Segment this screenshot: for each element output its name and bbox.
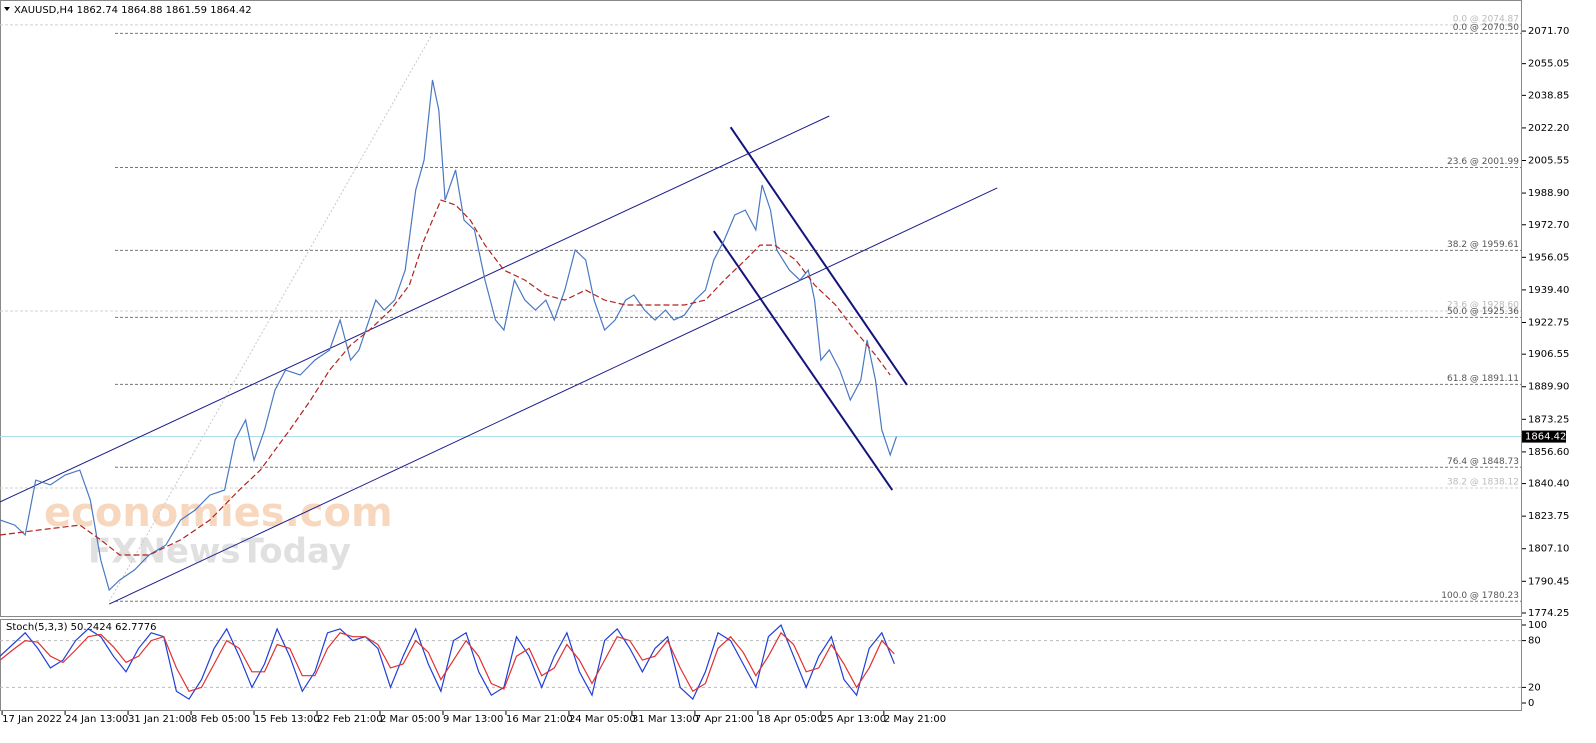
x-tick-label: 2 Mar 05:00 — [380, 714, 440, 725]
current-price-box — [1522, 430, 1566, 443]
watermark: FXNewsToday — [88, 532, 351, 572]
trend-line — [108, 33, 433, 602]
y-tick-label: 1939.40 — [1528, 285, 1569, 296]
chart-title: XAUUSD,H4 1862.74 1864.88 1861.59 1864.4… — [14, 5, 252, 16]
y-tick-label: 1956.05 — [1528, 252, 1569, 263]
x-tick-label: 16 Mar 21:00 — [506, 714, 573, 725]
fib-label: 61.8 @ 1891.11 — [1447, 374, 1519, 384]
y-tick-label: 1988.90 — [1528, 188, 1569, 199]
fib-label: 38.2 @ 1959.61 — [1447, 240, 1519, 250]
price-line — [0, 79, 898, 592]
fib-label: 76.4 @ 1848.73 — [1447, 457, 1519, 467]
stoch-line — [0, 623, 895, 701]
x-tick-label: 18 Apr 05:00 — [758, 714, 823, 725]
x-tick-label: 2 May 21:00 — [884, 714, 946, 725]
trend-line — [108, 187, 998, 605]
fib-label: 23.6 @ 2001.99 — [1447, 157, 1519, 167]
x-tick-label: 25 Apr 13:00 — [821, 714, 886, 725]
watermark: economies.com — [44, 490, 393, 536]
y-tick-label: 1856.60 — [1528, 447, 1569, 458]
y-tick-label: 2038.85 — [1528, 90, 1569, 101]
price-line — [0, 199, 891, 556]
trend-line — [712, 230, 894, 491]
stoch-line — [0, 631, 895, 693]
x-tick-label: 31 Jan 21:00 — [128, 714, 191, 725]
y-tick-label: 1972.70 — [1528, 220, 1569, 231]
x-tick-label: 15 Feb 13:00 — [254, 714, 320, 725]
y-tick-label: 1922.75 — [1528, 317, 1569, 328]
y-tick-label: 80 — [1528, 636, 1541, 647]
x-tick-label: 7 Apr 21:00 — [695, 714, 754, 725]
x-tick-label: 22 Feb 21:00 — [317, 714, 383, 725]
y-tick-label: 1906.55 — [1528, 349, 1569, 360]
x-tick-label: 17 Jan 2022 — [2, 714, 62, 725]
y-tick-label: 2022.20 — [1528, 123, 1569, 134]
y-tick-label: 0 — [1528, 698, 1534, 709]
y-tick-label: 1840.40 — [1528, 479, 1569, 490]
y-tick-label: 1790.45 — [1528, 576, 1569, 587]
fib-label: 100.0 @ 1780.23 — [1441, 591, 1519, 601]
fib-label: 23.6 @ 1928.60 — [1447, 301, 1519, 311]
y-tick-label: 2055.05 — [1528, 59, 1569, 70]
y-tick-label: 2005.55 — [1528, 155, 1569, 166]
y-tick-label: 20 — [1528, 682, 1541, 693]
x-tick-label: 31 Mar 13:00 — [632, 714, 699, 725]
current-price-label: 1864.42 — [1525, 432, 1566, 443]
x-tick-label: 24 Mar 05:00 — [569, 714, 636, 725]
y-tick-label: 100 — [1528, 620, 1547, 631]
y-tick-label: 1873.25 — [1528, 414, 1569, 425]
y-tick-label: 1823.75 — [1528, 511, 1569, 522]
y-tick-label: 1889.90 — [1528, 382, 1569, 393]
x-tick-label: 9 Mar 13:00 — [443, 714, 503, 725]
stoch-title: Stoch(5,3,3) 50.2424 62.7776 — [6, 622, 157, 633]
fib-label: 50.0 @ 1925.36 — [1447, 307, 1519, 317]
x-tick-label: 24 Jan 13:00 — [65, 714, 128, 725]
y-tick-label: 2071.70 — [1528, 26, 1569, 37]
y-tick-label: 1807.10 — [1528, 544, 1569, 555]
trend-line — [729, 126, 908, 386]
price-panel — [0, 0, 1522, 617]
x-tick-label: 8 Feb 05:00 — [191, 714, 250, 725]
fib-label: 0.0 @ 2070.50 — [1453, 23, 1520, 33]
fib-label: 0.0 @ 2074.87 — [1453, 14, 1519, 24]
y-tick-label: 1774.25 — [1528, 608, 1569, 619]
menu-arrow[interactable] — [4, 7, 10, 11]
fib-label: 38.2 @ 1838.12 — [1447, 478, 1519, 488]
trend-line — [0, 115, 830, 503]
